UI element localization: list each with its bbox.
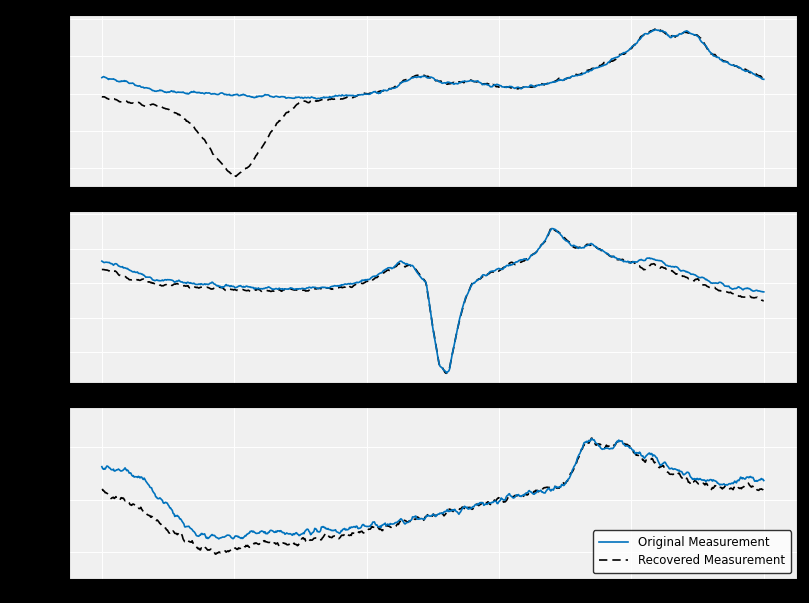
- Recovered Measurement: [138, 101, 147, 109]
- Original Measurement: [759, 288, 769, 295]
- Original Measurement: [650, 26, 660, 33]
- Recovered Measurement: [587, 435, 596, 442]
- Original Measurement: [500, 83, 510, 90]
- Original Measurement: [97, 257, 107, 265]
- Recovered Measurement: [601, 249, 611, 256]
- Recovered Measurement: [548, 224, 557, 231]
- Recovered Measurement: [759, 75, 769, 83]
- Original Measurement: [519, 83, 529, 90]
- Recovered Measurement: [519, 492, 529, 499]
- Recovered Measurement: [500, 84, 510, 91]
- Original Measurement: [587, 435, 596, 442]
- Recovered Measurement: [668, 33, 678, 40]
- Original Measurement: [97, 74, 107, 81]
- Original Measurement: [138, 475, 147, 482]
- Original Measurement: [519, 255, 529, 262]
- Original Measurement: [547, 225, 557, 232]
- Original Measurement: [311, 95, 321, 103]
- Line: Recovered Measurement: Recovered Measurement: [102, 227, 764, 373]
- Recovered Measurement: [668, 470, 678, 478]
- Recovered Measurement: [668, 268, 678, 276]
- Recovered Measurement: [97, 93, 107, 100]
- Recovered Measurement: [482, 80, 492, 87]
- Original Measurement: [138, 271, 147, 278]
- Line: Recovered Measurement: Recovered Measurement: [102, 28, 764, 177]
- Original Measurement: [500, 264, 510, 271]
- Recovered Measurement: [138, 276, 147, 283]
- Recovered Measurement: [759, 297, 769, 305]
- Original Measurement: [482, 271, 492, 279]
- Original Measurement: [759, 76, 769, 83]
- Original Measurement: [97, 463, 107, 470]
- Recovered Measurement: [519, 257, 529, 265]
- Original Measurement: [138, 84, 147, 91]
- Original Measurement: [500, 496, 510, 504]
- Original Measurement: [668, 33, 678, 40]
- Original Measurement: [519, 492, 529, 499]
- Recovered Measurement: [759, 487, 769, 494]
- Recovered Measurement: [482, 500, 492, 507]
- Original Measurement: [601, 444, 611, 452]
- Line: Recovered Measurement: Recovered Measurement: [102, 438, 764, 554]
- Recovered Measurement: [97, 486, 107, 493]
- Original Measurement: [482, 500, 492, 508]
- Recovered Measurement: [138, 507, 147, 514]
- Line: Original Measurement: Original Measurement: [102, 30, 764, 99]
- Original Measurement: [759, 477, 769, 484]
- Recovered Measurement: [653, 24, 663, 31]
- Recovered Measurement: [500, 498, 510, 505]
- Recovered Measurement: [97, 266, 107, 273]
- Original Measurement: [668, 263, 678, 270]
- Recovered Measurement: [500, 263, 510, 270]
- Recovered Measurement: [601, 443, 611, 450]
- Recovered Measurement: [210, 551, 220, 558]
- Original Measurement: [668, 466, 678, 473]
- Original Measurement: [599, 62, 609, 69]
- Line: Original Measurement: Original Measurement: [102, 438, 764, 539]
- Recovered Measurement: [230, 174, 239, 181]
- Original Measurement: [601, 249, 611, 256]
- Line: Original Measurement: Original Measurement: [102, 229, 764, 373]
- Recovered Measurement: [482, 271, 492, 279]
- Recovered Measurement: [599, 59, 609, 66]
- Original Measurement: [442, 370, 451, 377]
- Original Measurement: [482, 81, 492, 88]
- Legend: Original Measurement, Recovered Measurement: Original Measurement, Recovered Measurem…: [593, 531, 791, 573]
- Recovered Measurement: [442, 370, 451, 377]
- Recovered Measurement: [519, 83, 529, 90]
- Original Measurement: [214, 535, 223, 543]
